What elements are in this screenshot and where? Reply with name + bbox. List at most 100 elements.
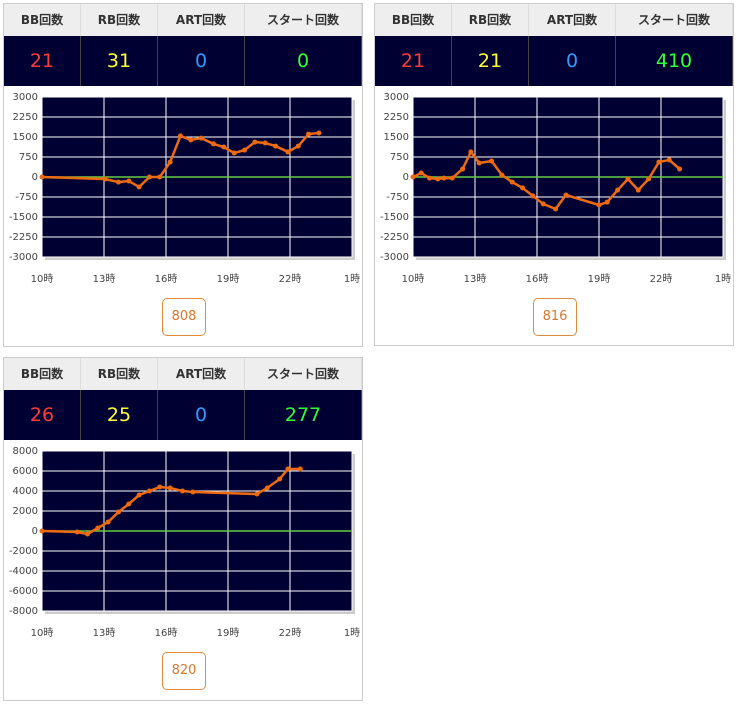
header-cell: RB回数: [81, 4, 158, 36]
data-point: [84, 531, 90, 537]
panel: BB回数 RB回数 ART回数 スタート回数 21 31 0 0 3000 2250 1500 750…: [3, 3, 363, 347]
y-tick-label: -1500: [9, 212, 38, 223]
data-point: [198, 135, 204, 141]
data-point: [449, 175, 455, 181]
data-point: [476, 160, 482, 166]
data-point: [136, 492, 142, 498]
data-point: [297, 466, 303, 472]
data-point: [273, 143, 279, 149]
data-point: [211, 141, 217, 147]
data-point: [306, 131, 312, 137]
value-cell: 31: [81, 36, 158, 86]
data-point: [540, 201, 546, 207]
data-point: [167, 485, 173, 491]
y-tick-label: 3000: [384, 92, 409, 103]
machine-button[interactable]: 808: [162, 298, 206, 336]
value-cell: 0: [158, 36, 245, 86]
data-point: [441, 175, 447, 181]
data-point: [677, 166, 683, 172]
value-cell: 21: [4, 36, 81, 86]
header-cell: ART回数: [529, 4, 616, 36]
y-tick-label: -8000: [9, 606, 38, 617]
data-point: [146, 488, 152, 494]
y-tick-label: 2250: [384, 112, 409, 123]
y-tick-label: -3000: [380, 252, 409, 263]
series-line: [41, 131, 320, 189]
data-point: [468, 149, 474, 155]
data-point: [604, 199, 610, 205]
header-cell: ART回数: [158, 358, 245, 390]
y-tick-label: 0: [32, 526, 38, 537]
header-cell: RB回数: [452, 4, 529, 36]
value-cell: 25: [81, 390, 158, 440]
y-tick-label: 2000: [13, 506, 38, 517]
y-tick-label: 750: [19, 152, 38, 163]
x-tick-label: 13時: [93, 627, 116, 639]
table-header: BB回数 RB回数 ART回数 スタート回数: [375, 4, 733, 36]
data-point: [136, 184, 142, 190]
header-cell: BB回数: [4, 4, 81, 36]
y-tick-label: 0: [403, 172, 409, 183]
data-point: [509, 179, 515, 185]
y-tick-label: 0: [32, 172, 38, 183]
data-point: [646, 176, 652, 182]
x-tick-label: 13時: [464, 273, 487, 285]
table-header: BB回数 RB回数 ART回数 スタート回数: [4, 4, 362, 36]
data-point: [553, 206, 559, 212]
y-tick-label: -3000: [9, 252, 38, 263]
x-tick-label: 10時: [31, 627, 54, 639]
header-cell: スタート回数: [245, 358, 362, 390]
table-values: 21 31 0 0: [4, 36, 362, 86]
y-tick-label: 750: [390, 152, 409, 163]
data-point: [95, 525, 101, 531]
x-tick-label: 1時: [344, 627, 360, 639]
machine-button[interactable]: 816: [533, 298, 577, 336]
data-point: [146, 174, 152, 180]
data-point: [285, 466, 291, 472]
data-point: [410, 174, 416, 180]
x-tick-label: 22時: [279, 273, 302, 285]
data-point: [435, 176, 441, 182]
data-point: [530, 193, 536, 199]
table-values: 26 25 0 277: [4, 390, 362, 440]
header-cell: スタート回数: [245, 4, 362, 36]
value-cell: 21: [375, 36, 452, 86]
data-point: [115, 179, 121, 185]
data-point: [264, 485, 270, 491]
panel: BB回数 RB回数 ART回数 スタート回数 21 21 0 410 3000 2250 1500 7…: [374, 3, 734, 346]
header-cell: RB回数: [81, 358, 158, 390]
data-point: [190, 489, 196, 495]
table-header: BB回数 RB回数 ART回数 スタート回数: [4, 358, 362, 390]
x-tick-label: 16時: [526, 273, 549, 285]
chart: 3000 2250 1500 750 0 -750 -1500 -2250 -3000 10時 13…: [380, 92, 731, 285]
x-tick-label: 16時: [155, 627, 178, 639]
header-cell: BB回数: [375, 4, 452, 36]
data-point: [596, 202, 602, 208]
y-tick-label: 4000: [13, 486, 38, 497]
data-point: [666, 157, 672, 163]
panel: BB回数 RB回数 ART回数 スタート回数 26 25 0 277 8000 6000 4000 2…: [3, 357, 363, 701]
data-point: [74, 529, 80, 535]
header-cell: BB回数: [4, 358, 81, 390]
data-point: [499, 172, 505, 178]
y-tick-label: 1500: [13, 132, 38, 143]
x-tick-label: 10時: [402, 273, 425, 285]
data-point: [126, 178, 132, 184]
data-point: [262, 140, 268, 146]
y-tick-label: -2000: [9, 546, 38, 557]
machine-button[interactable]: 820: [162, 652, 206, 690]
x-tick-label: 22時: [279, 627, 302, 639]
data-point: [254, 491, 260, 497]
y-tick-label: 8000: [13, 446, 38, 457]
data-point: [520, 185, 526, 191]
chart: 8000 6000 4000 2000 0 -2000 -4000 -6000 -8000 10時…: [9, 446, 360, 639]
value-cell: 277: [245, 390, 362, 440]
data-point: [126, 501, 132, 507]
data-point: [563, 192, 569, 198]
y-tick-label: 3000: [13, 92, 38, 103]
data-point: [418, 170, 424, 176]
x-tick-label: 19時: [588, 273, 611, 285]
data-point: [252, 139, 258, 145]
data-point: [167, 159, 173, 165]
